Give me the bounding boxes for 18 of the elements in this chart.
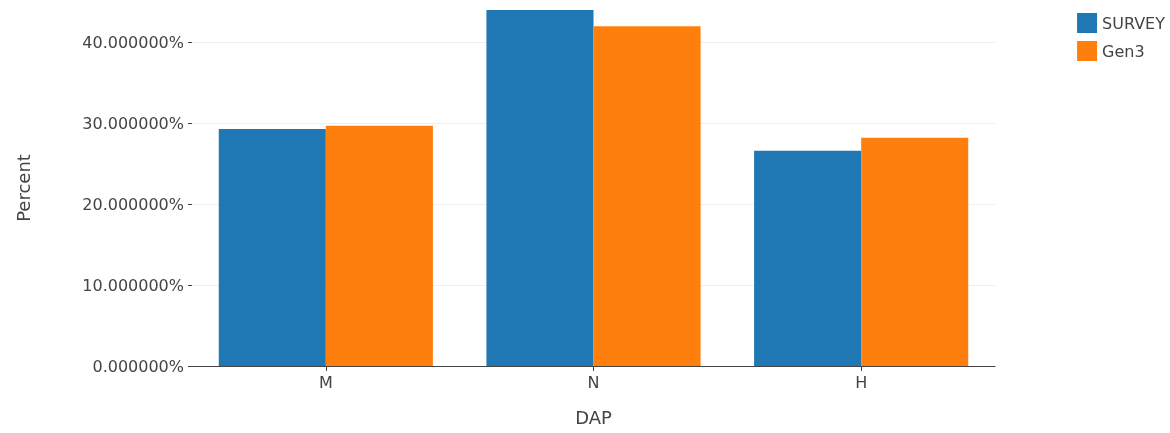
bar	[754, 150, 862, 366]
y-tick-label: 0.000000%	[92, 356, 184, 376]
y-tick-label: 30.000000%	[82, 113, 184, 133]
x-tick-label: H	[855, 372, 868, 392]
y-tick-label: 10.000000%	[82, 275, 184, 295]
x-axis-title: DAP	[575, 406, 612, 428]
x-tick-label: N	[587, 372, 600, 392]
y-axis-title: Percent	[12, 154, 34, 222]
legend-label: Gen3	[1102, 41, 1145, 61]
bar	[593, 26, 701, 366]
x-tick-label: M	[318, 372, 333, 392]
bar	[861, 137, 969, 366]
bar	[218, 128, 326, 366]
legend-label: SURVEY	[1102, 13, 1166, 33]
y-tick-label: 40.000000%	[82, 32, 184, 52]
bar	[325, 125, 433, 366]
bar	[486, 10, 594, 366]
y-tick-label: 20.000000%	[82, 194, 184, 214]
